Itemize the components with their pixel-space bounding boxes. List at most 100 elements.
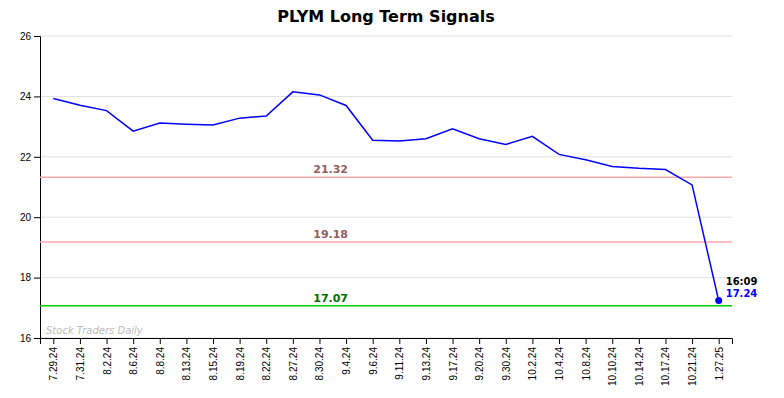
x-tick-mark — [107, 338, 108, 344]
x-tick: 10.21.24 — [687, 338, 698, 386]
x-tick-mark — [373, 338, 374, 344]
y-tick-mark — [34, 278, 40, 279]
y-axis-line — [34, 37, 41, 339]
x-tick-mark — [266, 338, 267, 344]
x-tick-label: 8.13.24 — [181, 347, 192, 381]
x-tick-label: 9.11.24 — [394, 347, 405, 380]
x-tick-mark — [612, 338, 613, 344]
x-tick-label: 8.6.24 — [128, 347, 139, 375]
x-tick: 9.4.24 — [341, 338, 352, 375]
x-tick: 7.31.24 — [75, 338, 86, 380]
y-tick: 20 — [20, 212, 40, 223]
x-tick-label: 9.4.24 — [341, 347, 352, 375]
x-tick: 9.30.24 — [501, 338, 512, 380]
x-tick-label: 9.13.24 — [421, 347, 432, 381]
x-tick-label: 9.17.24 — [448, 347, 459, 381]
x-tick-mark — [240, 338, 241, 344]
x-tick-label: 9.30.24 — [501, 347, 512, 381]
x-tick-mark — [80, 338, 81, 344]
last-point-price: 17.24 — [726, 288, 758, 299]
y-tick-label: 16 — [20, 333, 32, 344]
y-tick-mark — [34, 217, 40, 218]
x-tick: 10.4.24 — [554, 338, 565, 380]
y-tick-label: 24 — [20, 91, 32, 102]
y-tick-mark — [34, 157, 40, 158]
x-tick-label: 1.27.25 — [714, 347, 725, 381]
y-tick-label: 22 — [20, 152, 32, 163]
x-tick-mark — [453, 338, 454, 344]
x-tick-mark — [559, 338, 560, 344]
x-tick-label: 8.2.24 — [102, 347, 113, 375]
x-tick-mark — [293, 338, 294, 344]
hline-label: 21.32 — [313, 163, 348, 176]
x-axis-line — [41, 339, 733, 345]
x-tick-mark — [586, 338, 587, 344]
x-tick-label: 10.2.24 — [527, 347, 538, 381]
x-tick: 10.10.24 — [607, 338, 618, 386]
hline-label: 19.18 — [313, 228, 348, 241]
x-tick: 10.2.24 — [527, 338, 538, 380]
x-tick-mark — [506, 338, 507, 344]
grid-line — [40, 217, 732, 218]
x-tick: 9.6.24 — [368, 338, 379, 375]
x-tick-label: 9.20.24 — [474, 347, 485, 381]
y-tick-label: 26 — [20, 31, 32, 42]
hline — [40, 305, 732, 307]
x-tick-mark — [53, 338, 54, 344]
annotations: 21.3219.1817.0716:0917.24Stock Traders D… — [46, 163, 758, 336]
hline-label: 17.07 — [313, 292, 348, 305]
x-tick-label: 8.19.24 — [235, 347, 246, 381]
x-tick-mark — [719, 338, 720, 344]
x-tick: 8.19.24 — [235, 338, 246, 380]
x-tick: 10.8.24 — [581, 338, 592, 380]
x-tick-mark — [665, 338, 666, 344]
x-tick-mark — [692, 338, 693, 344]
y-tick: 18 — [20, 272, 40, 283]
y-tick: 26 — [20, 31, 40, 42]
hline — [40, 241, 732, 243]
y-tick: 24 — [20, 91, 40, 102]
x-tick: 10.17.24 — [660, 338, 671, 386]
x-tick: 9.20.24 — [474, 338, 485, 380]
x-tick: 9.11.24 — [394, 338, 405, 380]
x-tick: 8.15.24 — [208, 338, 219, 380]
y-tick-mark — [34, 36, 40, 37]
x-tick-mark — [133, 338, 134, 344]
plot-area: 16 18 20 22 24 26 7.29.24 7.31.24 8.2.24 8.6.24 8.… — [20, 31, 758, 386]
x-tick-label: 10.17.24 — [660, 347, 671, 386]
x-tick-mark — [639, 338, 640, 344]
x-tick-label: 10.10.24 — [607, 347, 618, 386]
grid-line — [40, 277, 732, 278]
y-tick: 16 — [20, 333, 40, 344]
watermark: Stock Traders Daily — [46, 325, 144, 336]
x-tick-mark — [399, 338, 400, 344]
grid-line — [40, 156, 732, 157]
x-tick-mark — [160, 338, 161, 344]
x-tick: 8.22.24 — [261, 338, 272, 380]
x-tick-mark — [213, 338, 214, 344]
marks — [40, 92, 732, 306]
y-tick-mark — [34, 338, 40, 339]
x-tick-label: 7.29.24 — [48, 347, 59, 381]
x-tick: 8.30.24 — [314, 338, 325, 380]
chart: 16 18 20 22 24 26 7.29.24 7.31.24 8.2.24 8.6.24 8.… — [0, 0, 784, 398]
x-tick-mark — [319, 338, 320, 344]
grid-line — [40, 96, 732, 97]
x-tick-mark — [479, 338, 480, 344]
hline — [40, 177, 732, 179]
x-tick-label: 8.30.24 — [314, 347, 325, 381]
x-tick-mark — [346, 338, 347, 344]
x-tick: 8.2.24 — [102, 338, 113, 375]
title: PLYM Long Term Signals — [277, 7, 495, 26]
x-tick-label: 7.31.24 — [75, 347, 86, 381]
x-tick-label: 10.14.24 — [634, 347, 645, 386]
x-tick: 8.8.24 — [155, 338, 166, 375]
x-tick: 8.13.24 — [181, 338, 192, 380]
x-tick-mark — [532, 338, 533, 344]
x-tick: 9.13.24 — [421, 338, 432, 380]
y-tick-mark — [34, 96, 40, 97]
grid — [40, 36, 732, 338]
x-tick-mark — [426, 338, 427, 344]
grid-line — [40, 36, 732, 37]
y-tick-label: 20 — [20, 212, 32, 223]
